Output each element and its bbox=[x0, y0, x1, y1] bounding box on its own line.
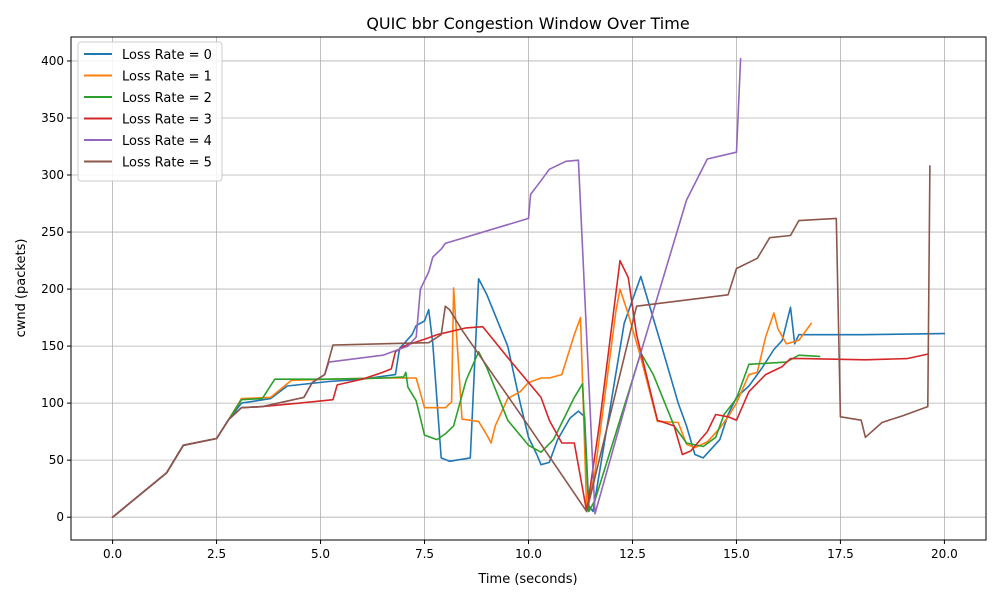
x-tick-label: 12.5 bbox=[619, 547, 646, 561]
legend-label: Loss Rate = 0 bbox=[122, 48, 212, 63]
grid bbox=[71, 37, 986, 540]
legend-box bbox=[77, 41, 223, 182]
y-tick-label: 300 bbox=[41, 168, 64, 182]
legend-label: Loss Rate = 1 bbox=[122, 70, 212, 85]
x-tick-label: 7.5 bbox=[415, 547, 434, 561]
x-tick-label: 10.0 bbox=[515, 547, 542, 561]
y-tick-label: 350 bbox=[41, 111, 64, 125]
series-line-loss-rate-3 bbox=[111, 259, 929, 519]
y-tick-label: 250 bbox=[41, 225, 64, 239]
legend: Loss Rate = 0 Loss Rate = 1 Loss Rate = 2 L… bbox=[77, 41, 223, 182]
y-tick-label: 50 bbox=[49, 453, 64, 467]
x-tick-label: 15.0 bbox=[723, 547, 750, 561]
y-tick-label: 0 bbox=[56, 510, 64, 524]
series-line-loss-rate-5 bbox=[111, 165, 931, 519]
series-lines bbox=[111, 57, 946, 519]
axis-ticks: 0.0 2.5 5.0 7.5 10.0 12.5 15.0 17.5 20.0 0 50 100 15… bbox=[41, 54, 958, 561]
x-tick-label: 2.5 bbox=[207, 547, 226, 561]
series-line-loss-rate-0 bbox=[111, 275, 946, 519]
y-tick-label: 400 bbox=[41, 54, 64, 68]
x-tick-label: 5.0 bbox=[311, 547, 330, 561]
x-tick-label: 17.5 bbox=[827, 547, 854, 561]
legend-label: Loss Rate = 4 bbox=[122, 134, 212, 149]
legend-label: Loss Rate = 2 bbox=[122, 91, 212, 106]
series-line-loss-rate-2 bbox=[111, 350, 821, 519]
y-axis-label: cwnd (packets) bbox=[14, 239, 29, 338]
y-tick-label: 200 bbox=[41, 282, 64, 296]
x-axis-label: Time (seconds) bbox=[477, 572, 577, 587]
chart-title: QUIC bbr Congestion Window Over Time bbox=[366, 14, 689, 33]
legend-label: Loss Rate = 5 bbox=[122, 156, 212, 171]
y-tick-label: 100 bbox=[41, 396, 64, 410]
y-tick-label: 150 bbox=[41, 339, 64, 353]
legend-label: Loss Rate = 3 bbox=[122, 113, 212, 128]
x-tick-label: 0.0 bbox=[103, 547, 122, 561]
x-tick-label: 20.0 bbox=[931, 547, 958, 561]
